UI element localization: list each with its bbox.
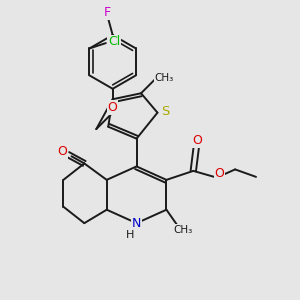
Text: O: O [192, 134, 202, 147]
Text: H: H [126, 230, 134, 239]
Text: N: N [132, 217, 141, 230]
Text: F: F [104, 6, 111, 19]
Text: O: O [108, 101, 118, 114]
Text: CH₃: CH₃ [154, 73, 174, 83]
Text: CH₃: CH₃ [173, 225, 193, 235]
Text: Cl: Cl [108, 35, 120, 48]
Text: O: O [214, 167, 224, 180]
Text: O: O [58, 145, 68, 158]
Text: S: S [161, 105, 169, 118]
